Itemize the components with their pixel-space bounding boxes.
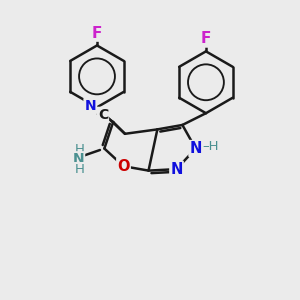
Text: N: N — [85, 99, 96, 113]
Text: F: F — [201, 32, 211, 46]
Text: N: N — [73, 152, 85, 166]
Text: H: H — [74, 163, 84, 176]
Text: N: N — [190, 141, 202, 156]
Text: H: H — [74, 143, 84, 156]
Text: F: F — [92, 26, 102, 40]
Text: –H: –H — [203, 140, 219, 153]
Text: O: O — [117, 159, 130, 174]
Text: C: C — [98, 108, 108, 122]
Text: N: N — [170, 162, 183, 177]
